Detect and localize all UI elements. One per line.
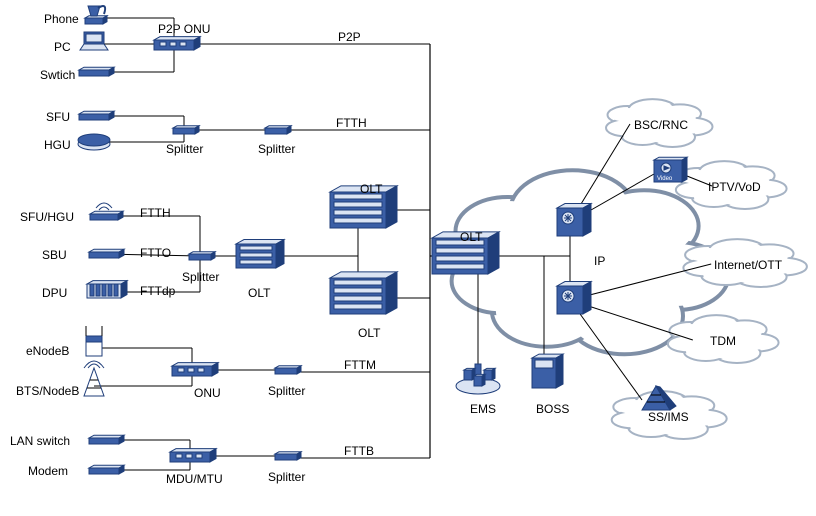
label-phone: Phone [44, 12, 79, 26]
label-ss_ims: SS/IMS [648, 410, 689, 424]
label-olt_dn: OLT [358, 326, 380, 340]
label-bsc_rnc: BSC/RNC [634, 118, 688, 132]
svg-text:Video: Video [657, 176, 673, 182]
label-splitter2: Splitter [182, 270, 219, 284]
label-hgu: HGU [44, 138, 71, 152]
label-ftto: FTTO [140, 246, 171, 260]
label-ftth: FTTH [140, 206, 171, 220]
label-p2p_onu: P2P ONU [158, 22, 210, 36]
label-pc: PC [54, 40, 71, 54]
label-ems: EMS [470, 402, 496, 416]
label-olt_agg: OLT [248, 286, 270, 300]
label-iptv_vod: IPTV/VoD [708, 180, 761, 194]
label-splitter4: Splitter [268, 470, 305, 484]
label-ip: IP [594, 254, 605, 268]
label-sbu: SBU [42, 248, 67, 262]
label-fttb: FTTB [344, 444, 374, 458]
label-fttdp: FTTdp [140, 284, 175, 298]
label-p2p: P2P [338, 30, 361, 44]
label-splitter1_1: Splitter [166, 142, 203, 156]
label-lan_switch: LAN switch [10, 434, 70, 448]
label-onu: ONU [194, 386, 221, 400]
label-enodeb: eNodeB [26, 344, 69, 358]
label-ftth1: FTTH [336, 116, 367, 130]
diagram-svg: Video [0, 0, 816, 516]
label-olt_main: OLT [460, 230, 482, 244]
label-olt_up: OLT [360, 182, 382, 196]
label-fttm: FTTM [344, 358, 376, 372]
label-modem: Modem [28, 464, 68, 478]
network-topology-diagram: Video Phone PC Swtich P2P ONU P2P SFU HGU Split… [0, 0, 816, 516]
label-sfu_hgu: SFU/HGU [20, 210, 74, 224]
label-internet: Internet/OTT [714, 258, 782, 272]
label-sfu: SFU [46, 110, 70, 124]
label-tdm: TDM [710, 334, 736, 348]
label-splitter3: Splitter [268, 384, 305, 398]
label-dpu: DPU [42, 286, 67, 300]
label-splitter1_2: Splitter [258, 142, 295, 156]
label-bts_nodeb: BTS/NodeB [16, 384, 79, 398]
label-mdu_mtu: MDU/MTU [166, 472, 223, 486]
label-switch: Swtich [40, 68, 75, 82]
label-boss: BOSS [536, 402, 569, 416]
